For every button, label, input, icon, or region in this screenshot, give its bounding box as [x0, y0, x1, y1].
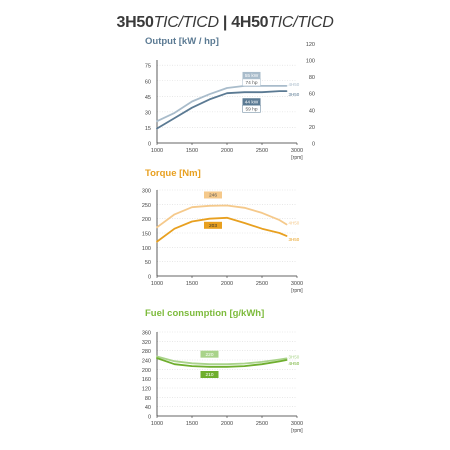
title-4h50-variant: TIC/TICD: [268, 14, 334, 31]
series-line-4h50: [156, 204, 288, 229]
y2-tick-label: 0: [312, 142, 315, 148]
y-tick-label: 75: [145, 64, 151, 70]
x-tick-label: 1000: [151, 281, 163, 287]
x-tick-label: 2000: [221, 281, 233, 287]
annotation-label: 203: [204, 221, 222, 229]
x-tick-label: 3000: [291, 148, 303, 154]
y-tick-label: 240: [142, 359, 151, 365]
y2-tick-label: 20: [309, 125, 315, 131]
x-axis-label: [rpm]: [291, 155, 303, 161]
x-tick-label: 1000: [151, 421, 163, 427]
series-label-3h50: 3H50: [289, 92, 300, 97]
title-3h50-variant: TIC/TICD: [153, 14, 219, 31]
x-axis-label: [rpm]: [291, 288, 303, 294]
annotation-text: 59 hp: [245, 106, 257, 112]
x-axis-label: [rpm]: [291, 428, 303, 434]
series-line-3h50: [156, 355, 288, 366]
annotation-box: [242, 98, 261, 106]
y2-tick-label: 120: [306, 42, 315, 48]
y2-tick-label: 100: [306, 59, 315, 65]
x-tick-label: 2500: [256, 148, 268, 154]
annotation-box: [242, 104, 261, 113]
chart-3: Fuel consumption [g/kWh] 0 40 80 120 160 200 24…: [142, 308, 303, 434]
x-tick-label: 1500: [186, 421, 198, 427]
chart-title: Torque [Nm]: [145, 168, 201, 179]
x-tick-label: 3000: [291, 281, 303, 287]
annotation-label: 246: [204, 191, 222, 199]
y2-tick-label: 60: [309, 92, 315, 98]
series-label-3h50: 3H50: [289, 354, 300, 359]
y-tick-label: 100: [142, 246, 151, 252]
x-tick-label: 1500: [186, 281, 198, 287]
series-line-3h50: [156, 90, 288, 130]
series-line-4h50: [156, 357, 288, 368]
annotation-label: 59 hp: [242, 104, 261, 113]
y2-tick-label: 40: [309, 108, 315, 114]
series-line-4h50: [156, 85, 288, 123]
annotation-box: [242, 71, 261, 79]
x-tick-label: 2500: [256, 281, 268, 287]
chart-title: Fuel consumption [g/kWh]: [145, 308, 264, 319]
annotation-box: [204, 221, 222, 229]
y-tick-label: 160: [142, 377, 151, 383]
x-tick-label: 2000: [221, 421, 233, 427]
page-title: 3H50TIC/TICD | 4H50TIC/TICD: [0, 14, 450, 32]
y-tick-label: 40: [145, 405, 151, 411]
y-tick-label: 0: [148, 142, 151, 148]
y-tick-label: 300: [142, 189, 151, 195]
series-label-4h50: 4H50: [289, 82, 300, 87]
series-label-3h50: 3H50: [289, 237, 300, 242]
annotation-text: 220: [205, 352, 213, 358]
annotation-box: [200, 371, 219, 378]
x-tick-label: 3000: [291, 421, 303, 427]
annotation-label: 44 kW: [242, 98, 261, 106]
annotation-label: 220: [200, 350, 219, 358]
y-tick-label: 200: [142, 368, 151, 374]
y-tick-label: 0: [148, 275, 151, 281]
chart-1: Output [kW / hp] 0 15 30 45 60 75 0 20 40 60 80 100 1…: [145, 36, 315, 161]
annotation-box: [242, 78, 261, 87]
x-tick-label: 1500: [186, 148, 198, 154]
title-separator: |: [218, 14, 232, 31]
chart-2: Torque [Nm] 0 50 100 150 200 250 300 1000 1500 200…: [142, 168, 303, 294]
chart-title: Output [kW / hp]: [145, 36, 219, 47]
series-label-4h50: 4H50: [289, 361, 300, 366]
y-tick-label: 15: [145, 126, 151, 132]
y-tick-label: 60: [145, 79, 151, 85]
annotation-text: 74 hp: [245, 80, 257, 86]
annotation-label: 74 hp: [242, 78, 261, 87]
y-tick-label: 30: [145, 110, 151, 116]
y-tick-label: 360: [142, 331, 151, 337]
annotation-box: [204, 191, 222, 199]
series-label-4h50: 4H50: [289, 220, 300, 225]
x-tick-label: 1000: [151, 148, 163, 154]
y-tick-label: 150: [142, 232, 151, 238]
annotation-label: 210: [200, 371, 219, 378]
annotation-text: 55 kW: [245, 73, 259, 79]
y-tick-label: 200: [142, 217, 151, 223]
annotation-text: 203: [209, 223, 217, 229]
y-tick-label: 0: [148, 415, 151, 421]
title-4h50: 4H50: [231, 14, 269, 31]
title-3h50: 3H50: [116, 14, 154, 31]
y-tick-label: 45: [145, 95, 151, 101]
x-tick-label: 2500: [256, 421, 268, 427]
y-tick-label: 250: [142, 203, 151, 209]
annotation-text: 210: [205, 372, 213, 378]
series-line-3h50: [156, 216, 288, 243]
y-tick-label: 120: [142, 387, 151, 393]
annotation-text: 246: [209, 193, 217, 199]
annotation-label: 55 kW: [242, 71, 261, 79]
y-tick-label: 80: [145, 396, 151, 402]
x-tick-label: 2000: [221, 148, 233, 154]
annotation-text: 44 kW: [245, 99, 259, 105]
y-tick-label: 320: [142, 340, 151, 346]
y-tick-label: 50: [145, 260, 151, 266]
y-tick-label: 280: [142, 349, 151, 355]
annotation-box: [200, 350, 219, 358]
y2-tick-label: 80: [309, 75, 315, 81]
